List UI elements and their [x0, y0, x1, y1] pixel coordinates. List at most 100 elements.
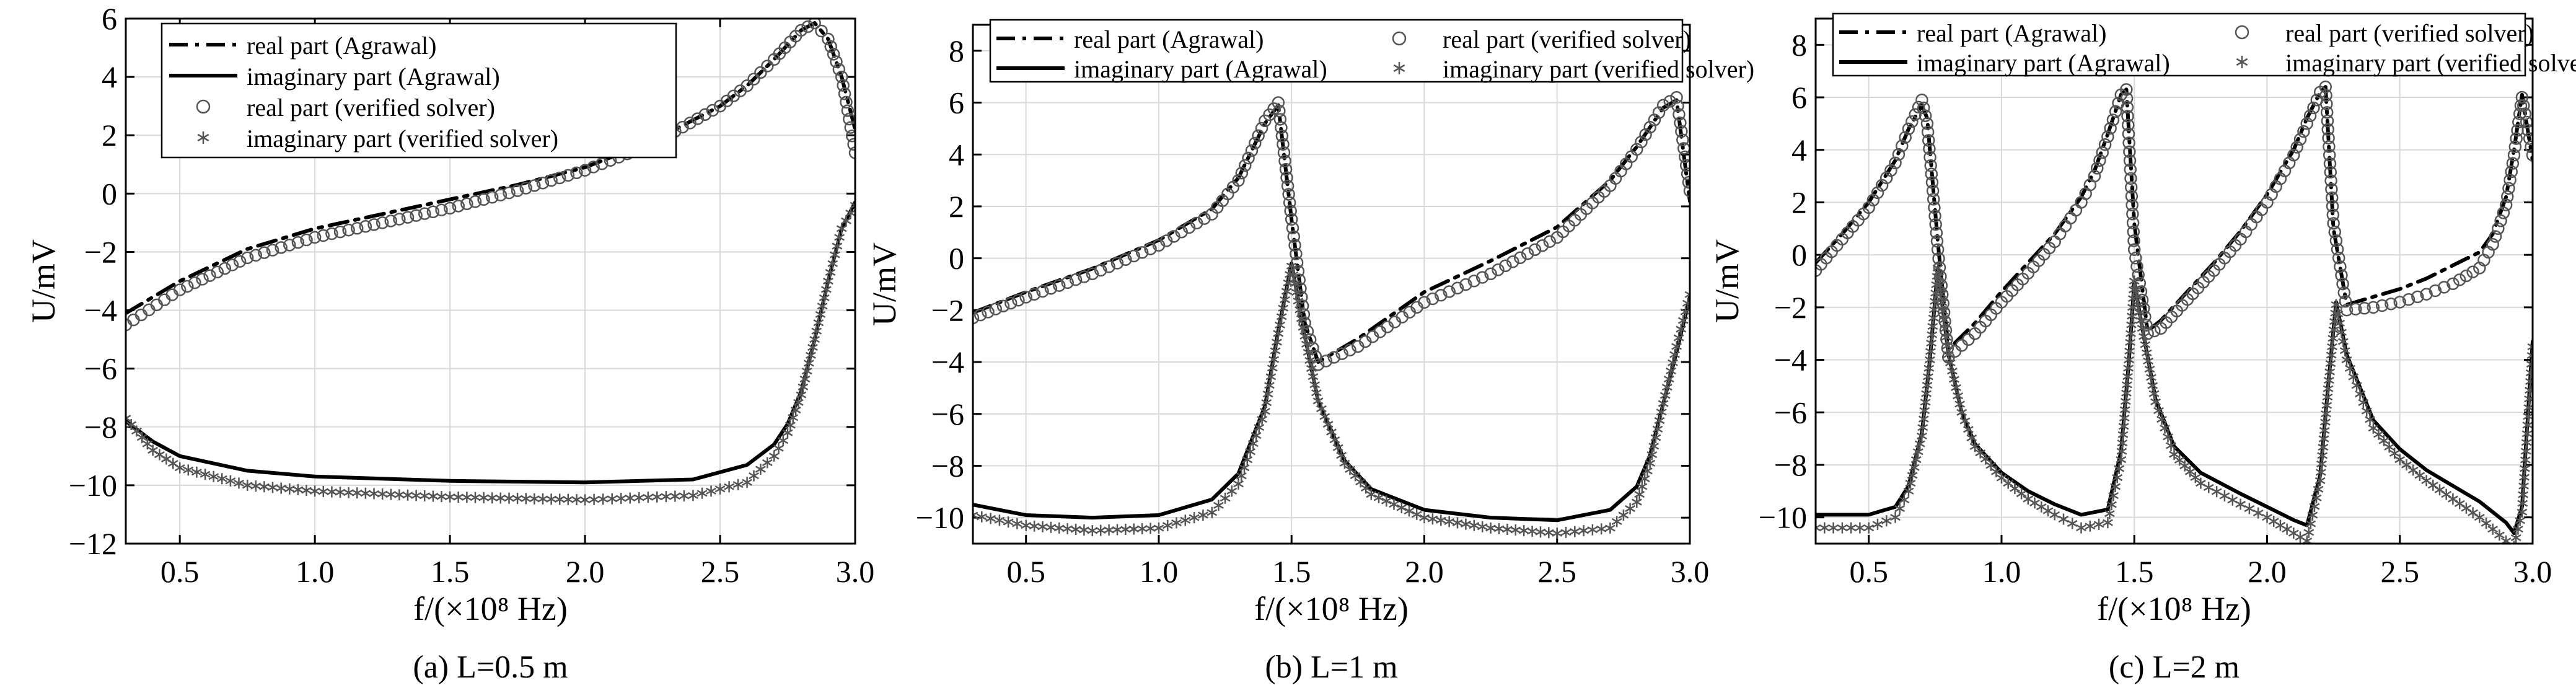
data-point-star [1316, 403, 1327, 415]
data-point-star [436, 491, 447, 503]
data-point-star [1265, 371, 1277, 382]
data-point-circle [249, 249, 263, 262]
data-point-star [2135, 315, 2147, 326]
data-point-star [1485, 522, 1497, 534]
data-point-star [2474, 511, 2485, 523]
data-point-circle [2125, 190, 2139, 203]
data-point-circle [2367, 301, 2380, 314]
data-point-star [2093, 518, 2104, 530]
data-point-circle [1922, 134, 1935, 147]
y-tick-label: 4 [102, 60, 117, 94]
data-point-star [2468, 507, 2479, 519]
y-tick-label: 8 [1791, 27, 1807, 62]
data-point-circle [698, 108, 712, 121]
data-point-circle [2336, 277, 2349, 291]
data-point-star [2169, 449, 2179, 460]
data-point-star [1345, 464, 1355, 475]
data-point-circle [996, 299, 1010, 313]
data-point-star [393, 489, 405, 501]
data-point-star [697, 487, 708, 499]
data-point-star [2058, 513, 2069, 525]
data-point-star [1605, 522, 1615, 534]
x-tick-label: 2.5 [1537, 554, 1576, 589]
data-point-star [1905, 477, 1916, 489]
data-point-circle [342, 223, 355, 237]
data-point-star [2323, 383, 2334, 395]
data-point-star [2389, 448, 2400, 459]
data-point-circle [2101, 130, 2114, 143]
data-point-circle [1639, 128, 1652, 141]
data-point-star [2139, 330, 2149, 342]
data-point-circle [2337, 286, 2351, 299]
data-point-circle [2307, 101, 2320, 115]
data-point-star [773, 443, 784, 454]
data-point-star [1654, 415, 1665, 426]
data-point-circle [2506, 157, 2520, 170]
y-axis-label: U/mV [866, 242, 903, 326]
data-point-star [1037, 521, 1048, 532]
data-point-star [2427, 479, 2438, 491]
data-point-circle [1866, 193, 1880, 207]
data-point-star [1360, 482, 1371, 494]
data-point-star [1872, 518, 1883, 530]
data-point-circle [2121, 100, 2134, 114]
data-point-star [1242, 454, 1253, 466]
legend-label: imaginary part (verified solver) [1443, 55, 1754, 83]
data-point-circle [1536, 239, 1549, 252]
data-point-star [1276, 311, 1287, 322]
data-point-star [2368, 422, 2379, 434]
data-point-star [801, 365, 812, 377]
data-point-circle [2494, 214, 2507, 227]
data-point-star [1290, 278, 1301, 289]
data-point-circle [1279, 162, 1293, 176]
data-point-star [1669, 349, 1680, 361]
data-point-star [1329, 434, 1340, 446]
data-point-circle [570, 166, 583, 180]
data-point-circle [973, 311, 980, 325]
data-point-star [1935, 288, 1946, 300]
data-point-circle [1467, 275, 1481, 288]
data-point-star [1278, 302, 1289, 314]
data-point-circle [1144, 242, 1157, 255]
data-point-star [2348, 371, 2359, 383]
data-point-star [1996, 472, 2007, 484]
data-point-circle [1630, 143, 1643, 156]
legend: real part (Agrawal)imaginary part (Agraw… [1832, 12, 2576, 77]
data-point-circle [2122, 136, 2135, 149]
y-tick-label: −8 [84, 410, 117, 444]
data-point-circle [1027, 288, 1041, 301]
x-tick-label: 3.0 [2513, 554, 2552, 589]
data-point-circle [275, 241, 288, 254]
data-point-circle [1492, 263, 1505, 276]
data-point-star [1912, 446, 1923, 457]
data-point-star [724, 481, 735, 493]
data-point-circle [1930, 226, 1943, 239]
chart-panel-1: 0.5 1.0 1.5 2.0 2.5 3.0 −12 −10 −8 −6 −4 −2 0 2 4 6 real… [25, 1, 874, 685]
panel-caption: (b) L=1 m [1265, 650, 1397, 685]
data-point-star [2326, 349, 2337, 361]
data-point-star [1136, 523, 1148, 534]
data-point-star [1914, 438, 1925, 450]
y-tick-label: 2 [1791, 185, 1807, 219]
data-point-star [2361, 405, 2372, 417]
data-point-circle [1053, 279, 1066, 292]
data-point-circle [1311, 358, 1325, 371]
data-point-star [2414, 469, 2425, 481]
data-point-star [1639, 473, 1650, 485]
data-point-star [803, 357, 814, 369]
data-point-star [1951, 382, 1961, 394]
data-point-star [1659, 389, 1671, 401]
data-point-star [2112, 472, 2123, 483]
data-point-star [2303, 526, 2314, 538]
data-point-circle [258, 246, 271, 259]
data-point-star [1828, 522, 1839, 534]
data-point-star [2448, 493, 2458, 505]
data-point-circle [266, 244, 279, 257]
data-point-circle [1676, 133, 1689, 146]
data-point-star [2351, 379, 2362, 391]
data-point-star [419, 490, 430, 501]
data-point-circle [2525, 140, 2533, 154]
data-point-circle [553, 171, 566, 185]
data-point-circle [2329, 234, 2343, 247]
data-point-star [571, 494, 582, 506]
